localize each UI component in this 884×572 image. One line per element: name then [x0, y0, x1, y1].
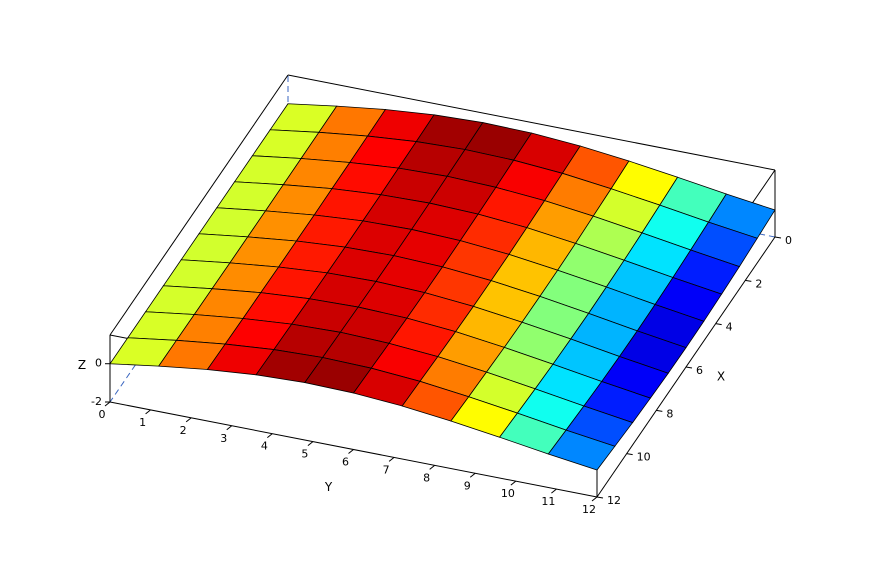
- y-tick: [348, 449, 354, 454]
- y-tick: [551, 488, 557, 494]
- y-tick: [591, 496, 598, 502]
- x-tick-label: 6: [696, 364, 703, 377]
- x-tick: [626, 453, 633, 456]
- x-tick: [715, 323, 722, 326]
- y-tick-label: 6: [342, 456, 349, 469]
- y-tick: [429, 464, 435, 470]
- y-tick-label: 3: [220, 432, 227, 445]
- box-edge: [109, 74, 289, 336]
- x-axis-label: X: [717, 370, 725, 384]
- y-tick: [145, 409, 151, 415]
- y-tick: [388, 457, 395, 462]
- y-tick-label: 12: [582, 503, 596, 516]
- y-tick-label: 11: [541, 495, 555, 508]
- surface-cell: [547, 429, 616, 471]
- x-tick: [774, 236, 782, 239]
- y-tick-label: 5: [301, 448, 308, 461]
- x-tick-label: 8: [666, 407, 673, 420]
- box-edge: [287, 74, 776, 171]
- y-tick-label: 0: [99, 408, 106, 421]
- z-tick-label: -2: [91, 395, 102, 408]
- y-tick: [510, 480, 517, 486]
- y-tick: [104, 401, 111, 407]
- y-tick: [469, 472, 476, 478]
- x-tick-label: 10: [637, 451, 651, 464]
- y-tick-label: 7: [383, 463, 390, 476]
- y-tick: [267, 433, 273, 439]
- z-axis-label: Z: [78, 358, 86, 372]
- x-tick-label: 4: [726, 321, 733, 334]
- y-tick-label: 4: [261, 440, 268, 453]
- y-tick: [226, 425, 233, 431]
- x-tick: [596, 496, 604, 499]
- y-tick-label: 2: [180, 424, 187, 437]
- y-tick-label: 8: [423, 471, 430, 484]
- y-tick-label: 9: [464, 479, 471, 492]
- x-tick: [685, 366, 693, 369]
- x-tick-label: 12: [607, 494, 621, 507]
- x-tick: [745, 279, 752, 282]
- y-tick: [307, 441, 314, 446]
- y-tick-label: 10: [501, 487, 515, 500]
- y-tick-label: 1: [139, 416, 146, 429]
- surface: [109, 103, 776, 471]
- y-axis-label: Y: [324, 480, 333, 494]
- x-tick: [656, 409, 663, 412]
- x-tick-label: 0: [785, 234, 792, 247]
- z-tick-label: 0: [95, 357, 102, 370]
- x-tick-label: 2: [755, 277, 762, 290]
- y-tick: [185, 417, 192, 423]
